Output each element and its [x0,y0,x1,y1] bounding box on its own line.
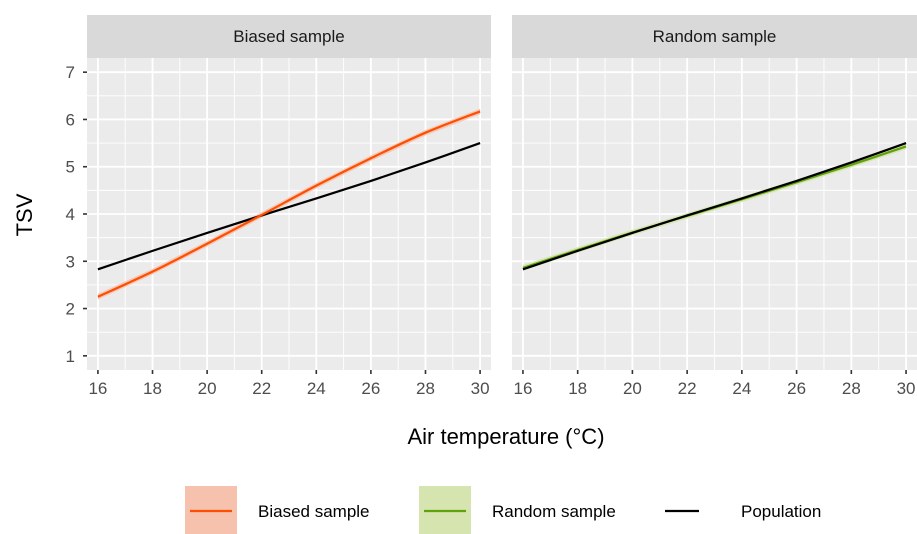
y-tick-label: 3 [66,252,75,271]
x-tick-label: 22 [252,379,271,398]
x-tick-label: 24 [732,379,751,398]
y-tick-label: 2 [66,300,75,319]
y-tick-label: 5 [66,158,75,177]
facet-strip-title: Biased sample [233,27,345,46]
x-tick-label: 16 [88,379,107,398]
x-tick-label: 20 [198,379,217,398]
x-tick-label: 28 [416,379,435,398]
legend: Biased sample Random sample Population [185,486,821,534]
x-tick-label: 24 [307,379,326,398]
facet-panel: Biased sample 16 18 20 22 24 26 28 30 1 2 3 4 5 6 7 [66,15,491,398]
biased-series-line [97,110,481,298]
population-series-line [522,142,907,271]
x-tick-label: 18 [143,379,162,398]
facet-strip [87,15,491,58]
x-tick-label: 20 [623,379,642,398]
y-tick-label: 4 [66,205,75,224]
x-tick-label: 18 [568,379,587,398]
legend-label-population: Population [741,502,821,521]
x-tick-label: 22 [678,379,697,398]
facet-strip [512,15,917,58]
x-tick-label: 26 [787,379,806,398]
x-tick-label: 16 [513,379,532,398]
legend-label-biased: Biased sample [258,502,370,521]
facet-strip-title: Random sample [653,27,777,46]
x-tick-label: 26 [361,379,380,398]
y-tick-label: 7 [66,63,75,82]
x-tick-label: 30 [897,379,916,398]
x-tick-label: 28 [842,379,861,398]
y-tick-label: 6 [66,110,75,129]
y-tick-label: 1 [66,347,75,366]
population-series-line [97,142,481,271]
legend-label-random: Random sample [492,502,616,521]
y-axis-title: TSV [12,193,37,236]
x-axis-title: Air temperature (°C) [407,424,604,449]
x-tick-label: 30 [471,379,490,398]
facet-panel: Random sample 16 18 20 22 24 26 28 30 [512,15,917,398]
